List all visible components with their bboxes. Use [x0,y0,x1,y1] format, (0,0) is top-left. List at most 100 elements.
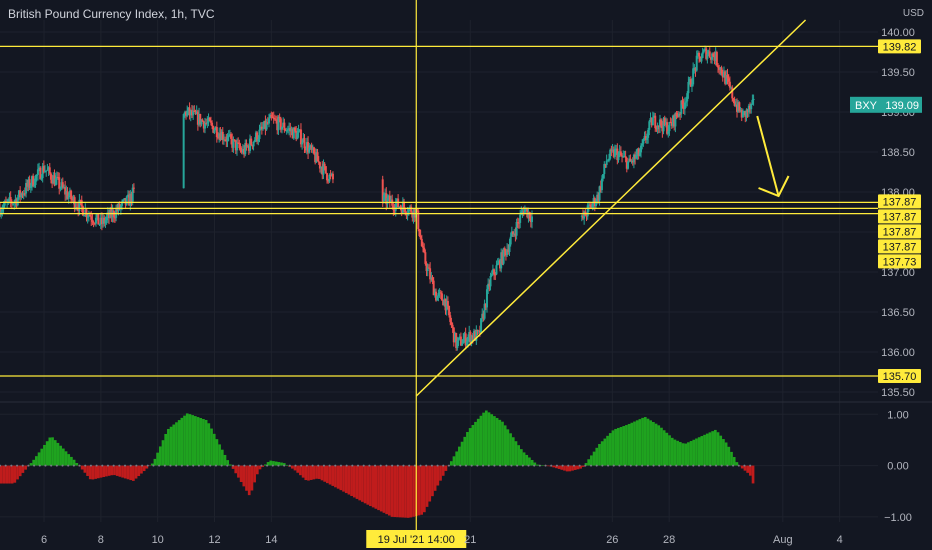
candle-body [253,140,256,142]
candle-body [617,153,620,161]
price-tick-label: 137.00 [881,267,915,279]
price-axis: 135.50136.00136.50137.00137.50138.00138.… [850,27,922,524]
candle-body [580,215,583,217]
histogram-bar [428,465,432,502]
histogram-bar [102,465,106,478]
histogram-bar [255,465,259,475]
histogram-bar [59,445,62,466]
time-cursor-label: 19 Jul '21 14:00 [378,534,455,546]
candle-body [624,156,627,158]
candle-body [586,205,589,217]
histogram-bar [258,465,262,470]
histogram-bar [153,458,157,466]
osc-tick-label: 0.00 [887,461,908,473]
trendline[interactable] [415,19,807,397]
histogram-bar [301,465,305,478]
candle-body [419,235,422,239]
candle-body [408,206,411,209]
histogram-bar [614,428,617,466]
candle-body [303,138,306,149]
candle-body [695,55,698,71]
histogram-bar [129,465,133,481]
candle-body [598,186,601,201]
candle-body [449,315,452,322]
zero-line-dot [277,464,280,467]
candle-body [46,169,49,171]
histogram-bar [460,441,464,466]
candle-body [394,203,397,211]
histogram-bar [749,465,752,476]
zero-line-dot [538,464,541,467]
candle-body [673,115,676,127]
chart-title: British Pound Currency Index, 1h, TVC [8,7,215,21]
histogram-bar [161,440,165,466]
candle-body [491,269,494,275]
candle-body [625,157,628,169]
histogram-bar [560,465,564,470]
histogram-bar [334,465,337,488]
histogram-bar [600,441,604,466]
candle-body [655,128,658,130]
histogram-bar [180,417,184,466]
candle-body [98,224,101,226]
zero-line-dot [16,464,19,467]
histogram-bar [312,465,316,480]
candle-body [503,248,506,251]
histogram-bar [366,465,370,505]
histogram-bar [689,441,693,466]
candle-body [52,175,55,184]
histogram-bar [272,461,275,466]
histogram-bar [565,465,569,472]
candle-body [457,337,460,341]
histogram-bar [444,465,448,471]
candle-body [280,126,283,130]
price-tick-label: 136.50 [881,307,915,319]
candle-body [715,52,718,66]
zero-line-dot [516,464,519,467]
histogram-bar [339,465,343,491]
histogram-bar [32,459,36,466]
candle-body [199,113,202,125]
candle-body [260,126,263,129]
histogram-bar [247,465,251,496]
candle-body [517,222,520,224]
histogram-bar [695,438,698,466]
candle-body [102,217,105,225]
zero-line-dot [357,464,360,467]
candle-body [220,131,223,140]
candle-body [654,115,657,129]
histogram-bar [266,462,270,466]
candle-body [324,166,327,174]
histogram-bar [290,465,294,469]
histogram-bar [740,465,744,469]
candle-body [651,117,654,126]
candle-body [87,214,90,217]
histogram-bar [619,426,623,466]
candle-body [97,213,100,225]
zero-line-dot [425,464,428,467]
candle-body [244,143,247,155]
candle-body [509,236,512,245]
candle-body [71,199,74,201]
candle-body [650,118,653,126]
candle-body [384,193,387,195]
candle-body [683,102,686,110]
histogram-bar [317,465,321,479]
histogram-bar [8,465,11,484]
candle-body [468,331,471,338]
candle-body [398,206,401,208]
histogram-bar [417,465,421,516]
candle-body [497,260,500,264]
candle-body [732,98,735,102]
histogram-bar [21,465,25,473]
zero-line-dot [203,464,206,467]
candle-body [725,75,728,84]
candle-body [230,134,233,139]
histogram-bar [315,465,318,479]
zero-line-dot [447,464,450,467]
candle-body [418,229,421,236]
histogram-bar [433,465,437,491]
last-price-badge[interactable] [850,96,922,113]
histogram-bar [215,439,219,466]
